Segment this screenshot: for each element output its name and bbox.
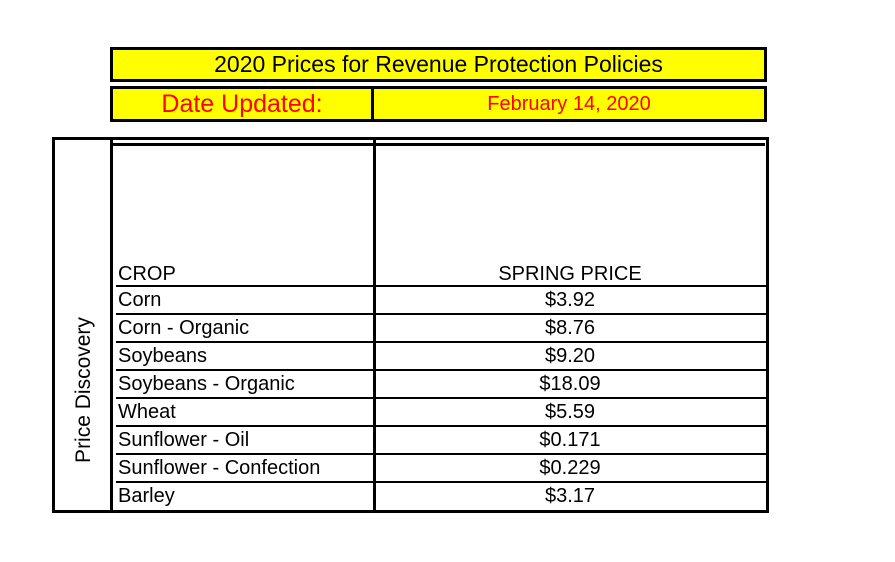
price-cell: $8.76 <box>544 317 596 339</box>
table-row: Soybeans - Organic $18.09 <box>116 371 766 399</box>
table-row: Barley $3.17 <box>116 483 766 511</box>
crop-cell: Barley <box>118 485 175 507</box>
crop-column-header: CROP <box>118 263 176 285</box>
price-cell: $9.20 <box>544 345 596 367</box>
side-label: Price Discovery <box>72 317 95 463</box>
table-header-row: CROP SPRING PRICE <box>116 261 766 287</box>
page-title: 2020 Prices for Revenue Protection Polic… <box>110 47 767 82</box>
crop-cell: Sunflower - Oil <box>118 429 250 451</box>
price-cell: $0.171 <box>539 429 601 451</box>
price-cell: $3.92 <box>544 289 596 311</box>
table-row: Wheat $5.59 <box>116 399 766 427</box>
table-row: Corn - Organic $8.76 <box>116 315 766 343</box>
price-cell: $0.229 <box>539 457 601 479</box>
column-divider <box>373 140 376 510</box>
date-updated-value: February 14, 2020 <box>487 92 651 115</box>
table-row: Soybeans $9.20 <box>116 343 766 371</box>
table-row: Corn $3.92 <box>116 287 766 315</box>
crop-cell: Soybeans <box>118 345 207 367</box>
date-updated-label: Date Updated: <box>113 89 374 119</box>
price-cell: $18.09 <box>539 373 601 395</box>
table-row: Sunflower - Oil $0.171 <box>116 427 766 455</box>
crop-cell: Corn - Organic <box>118 317 250 339</box>
crop-cell: Sunflower - Confection <box>118 457 321 479</box>
price-cell: $5.59 <box>544 401 596 423</box>
price-cell: $3.17 <box>544 485 596 507</box>
price-table: Price Discovery CROP SPRING PRICE Corn $… <box>52 137 769 513</box>
table-top-rule <box>113 143 765 146</box>
title-text: 2020 Prices for Revenue Protection Polic… <box>214 51 663 77</box>
table-body: CROP SPRING PRICE Corn $3.92 Corn - Orga… <box>116 261 766 511</box>
crop-cell: Wheat <box>118 401 176 423</box>
table-row: Sunflower - Confection $0.229 <box>116 455 766 483</box>
date-updated-row: Date Updated: February 14, 2020 <box>110 86 767 122</box>
side-label-cell: Price Discovery <box>55 140 113 510</box>
price-column-header: SPRING PRICE <box>498 263 642 285</box>
crop-cell: Corn <box>118 289 162 311</box>
crop-cell: Soybeans - Organic <box>118 373 295 395</box>
